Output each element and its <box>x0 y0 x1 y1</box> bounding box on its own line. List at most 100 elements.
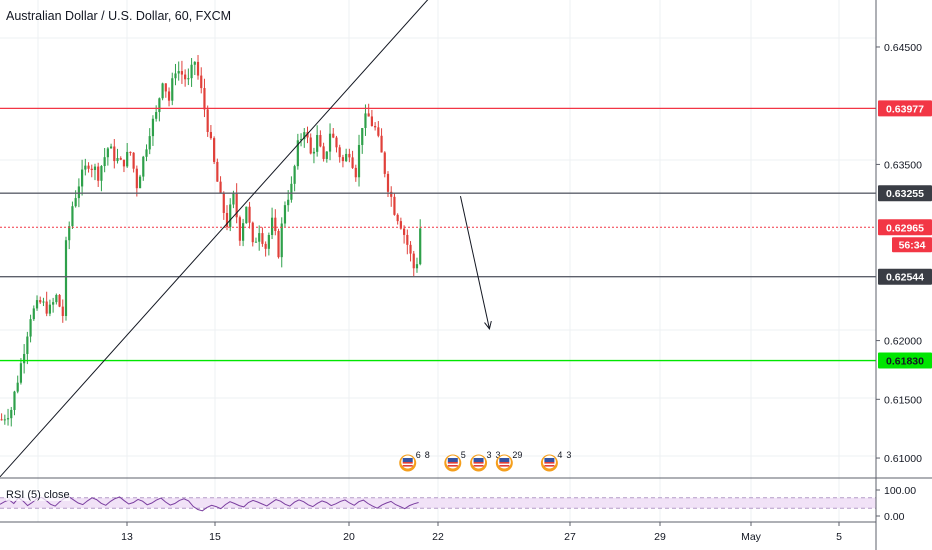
event-flag-icon <box>402 462 413 464</box>
price-tag-text: 0.63255 <box>886 188 924 200</box>
candle-body <box>6 418 10 420</box>
price-tick-label: 0.61500 <box>884 394 922 406</box>
candle-body <box>55 294 58 303</box>
candle-body <box>319 135 322 147</box>
rsi-tick-label: 0.00 <box>884 511 905 523</box>
price-tag-last <box>878 219 932 236</box>
price-tag-text: 0.62965 <box>886 222 924 234</box>
candle-body <box>409 244 412 254</box>
event-flag-icon <box>544 458 555 462</box>
price-tag-text: 0.62544 <box>886 272 924 284</box>
event-flag-icon <box>544 462 555 464</box>
candle-body <box>277 230 280 258</box>
price-tick-label: 0.62000 <box>884 336 922 348</box>
candle-body <box>177 71 180 74</box>
countdown-tag <box>892 237 932 253</box>
event-flag-icon <box>447 458 458 462</box>
rsi-tick-label: 100.00 <box>884 485 916 497</box>
event-flag-icon <box>402 458 413 462</box>
candle-body <box>187 78 190 80</box>
candle-body <box>283 205 287 224</box>
candle-body <box>306 132 309 138</box>
price-tag-support <box>878 352 932 369</box>
event-flag-icon <box>473 465 484 467</box>
price-tick-label: 0.63500 <box>884 159 922 171</box>
candle-body <box>235 192 238 218</box>
candle-body <box>403 228 406 235</box>
rsi-label: RSI (5) close <box>6 489 70 501</box>
price-tick-label: 0.61000 <box>884 453 922 465</box>
candle-body <box>213 138 216 162</box>
candle-body <box>97 166 100 181</box>
candle-body <box>132 152 135 169</box>
candle-body <box>399 221 402 229</box>
candle-body <box>39 300 42 303</box>
candle-body <box>309 137 312 154</box>
event-count: 3 <box>487 450 492 460</box>
candle-body <box>42 301 45 303</box>
candle-body <box>48 304 51 314</box>
trendline <box>0 0 429 478</box>
candle-body <box>216 161 219 182</box>
candle-body <box>280 223 283 258</box>
candle-body <box>35 300 39 309</box>
candle-body <box>3 419 6 421</box>
candle-body <box>299 139 303 141</box>
candle-body <box>290 183 293 200</box>
candle-body <box>119 158 122 160</box>
arrow-head <box>484 320 492 330</box>
candle-body <box>232 192 235 205</box>
candle-body <box>129 151 132 153</box>
candle-body <box>161 83 164 99</box>
candle-body <box>58 294 61 307</box>
candle-body <box>370 116 373 126</box>
event-flag-icon <box>499 458 510 462</box>
candle-body <box>29 319 32 337</box>
price-tag-text: 0.61830 <box>886 356 924 368</box>
event-count: 29 <box>512 450 522 460</box>
candle-body <box>87 165 90 169</box>
candle-body <box>258 233 261 242</box>
candle-body <box>270 217 274 236</box>
rsi-pane <box>0 477 932 512</box>
candle-body <box>23 353 26 364</box>
event-count: 3 <box>496 450 501 460</box>
candle-body <box>386 173 390 192</box>
candle-body <box>251 222 254 243</box>
countdown-text: 56:34 <box>899 239 926 251</box>
candle-body <box>335 137 338 148</box>
price-tag-text: 0.63977 <box>886 103 924 115</box>
candle-body <box>419 228 422 265</box>
candle-body <box>19 363 23 383</box>
candle-body <box>13 391 16 410</box>
candle-body <box>390 191 393 197</box>
candle-body <box>274 217 277 231</box>
candle-body <box>155 112 158 119</box>
candle-body <box>367 113 370 117</box>
chart-title: Australian Dollar / U.S. Dollar, 60, FXC… <box>6 9 232 23</box>
time-tick-label: May <box>741 531 762 543</box>
candle-body <box>222 193 225 213</box>
candle-body <box>64 240 68 316</box>
candle-body <box>312 151 316 154</box>
candle-body <box>345 153 348 162</box>
candle-body <box>341 157 345 162</box>
candle-body <box>61 306 64 316</box>
candle-body <box>77 186 80 199</box>
price-tags: 0.63977 0.63255 0.62965 56:34 0.62544 0.61830 <box>878 100 932 369</box>
candle-body <box>193 61 196 65</box>
candle-body <box>26 336 29 354</box>
event-count: 8 <box>425 450 430 460</box>
candle-body <box>71 206 74 227</box>
candle-body <box>267 235 270 249</box>
time-tick-label: 27 <box>564 531 576 543</box>
candle-body <box>293 166 296 184</box>
time-tick-label: 5 <box>836 531 842 543</box>
candle-body <box>122 159 126 167</box>
candle-body <box>138 176 142 189</box>
price-tick-label: 0.64500 <box>884 42 922 54</box>
candle-body <box>52 302 55 305</box>
drawings <box>0 0 876 478</box>
candle-body <box>415 264 419 269</box>
